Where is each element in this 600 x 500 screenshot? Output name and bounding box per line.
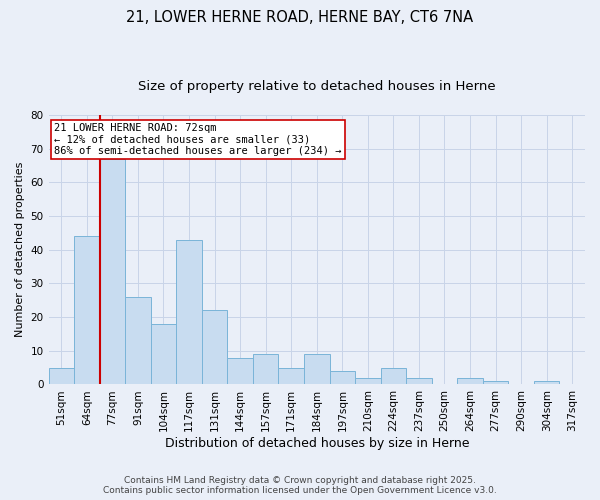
Bar (74, 236, 100, 384)
Bar (202, 310, 227, 384)
Bar (329, 371, 355, 384)
Bar (355, 378, 380, 384)
Bar (380, 368, 406, 384)
X-axis label: Distribution of detached houses by size in Herne: Distribution of detached houses by size … (164, 437, 469, 450)
Bar (534, 381, 559, 384)
Bar (457, 378, 483, 384)
Bar (278, 368, 304, 384)
Bar (125, 297, 151, 384)
Bar (483, 381, 508, 384)
Bar (176, 240, 202, 384)
Y-axis label: Number of detached properties: Number of detached properties (15, 162, 25, 338)
Bar (49, 368, 74, 384)
Bar (406, 378, 432, 384)
Bar (253, 354, 278, 384)
Bar (227, 358, 253, 384)
Title: Size of property relative to detached houses in Herne: Size of property relative to detached ho… (138, 80, 496, 93)
Text: Contains HM Land Registry data © Crown copyright and database right 2025.
Contai: Contains HM Land Registry data © Crown c… (103, 476, 497, 495)
Text: 21, LOWER HERNE ROAD, HERNE BAY, CT6 7NA: 21, LOWER HERNE ROAD, HERNE BAY, CT6 7NA (127, 10, 473, 25)
Bar (304, 354, 329, 384)
Bar (100, 159, 125, 384)
Text: 21 LOWER HERNE ROAD: 72sqm
← 12% of detached houses are smaller (33)
86% of semi: 21 LOWER HERNE ROAD: 72sqm ← 12% of deta… (54, 123, 341, 156)
Bar (151, 324, 176, 384)
